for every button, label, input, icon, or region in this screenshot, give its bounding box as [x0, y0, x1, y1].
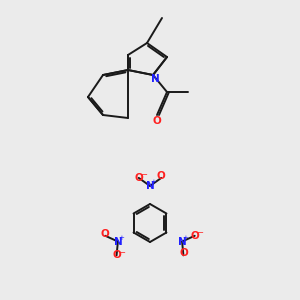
Text: O: O: [112, 250, 121, 260]
Text: −: −: [140, 170, 147, 179]
Text: −: −: [196, 228, 203, 237]
Text: +: +: [118, 235, 124, 241]
Text: +: +: [183, 235, 188, 241]
Text: N: N: [113, 236, 122, 247]
Text: N: N: [146, 181, 154, 191]
Text: O: O: [101, 229, 110, 239]
Text: N: N: [178, 236, 187, 247]
Text: N: N: [151, 74, 159, 84]
Text: O: O: [153, 116, 161, 126]
Text: O: O: [179, 248, 188, 258]
Text: −: −: [118, 248, 125, 257]
Text: O: O: [134, 173, 143, 183]
Text: O: O: [157, 171, 166, 181]
Text: O: O: [190, 231, 199, 241]
Text: +: +: [151, 179, 156, 185]
